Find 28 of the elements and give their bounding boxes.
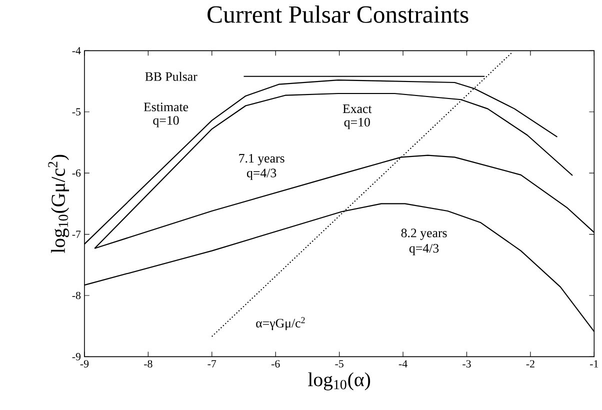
annotation: BB Pulsar [145,72,198,81]
y-axis-title: log$_{10}$(Gμ/c$^{2}$) [48,154,70,253]
chart-title: Current Pulsar Constraints [208,5,468,23]
x-tick-label: -4 [398,360,408,368]
annotation: q=4/3 [246,168,276,180]
annotation: q=4/3 [409,244,439,256]
x-tick-label: -8 [144,360,152,368]
y-tick-label: -6 [72,169,81,177]
annotation: q=10 [344,118,370,129]
annotation: 8.2 years [401,228,447,240]
x-tick-label: -5 [335,360,344,368]
y-tick-label: -4 [72,46,81,54]
x-tick-label: -7 [208,360,216,368]
y-tick-label: -5 [72,108,81,116]
x-tick-label: -3 [462,360,471,368]
x-tick-label: -6 [271,360,280,368]
annotation: Estimate [144,102,188,112]
annotation: α=γGμ/c$^{2}$ [256,316,305,330]
x-tick-label: -9 [80,360,89,368]
x-tick-label: -2 [526,360,534,368]
annotation: Exact [342,104,372,113]
y-tick-label: -7 [72,230,81,238]
annotation: q=10 [153,116,179,128]
annotation: 7.1 years [239,154,284,166]
x-axis-title: log$_{10}$(α) [308,372,370,390]
y-tick-label: -8 [72,292,81,299]
y-tick-label: -9 [72,352,81,360]
x-tick-label: -1 [590,360,598,368]
